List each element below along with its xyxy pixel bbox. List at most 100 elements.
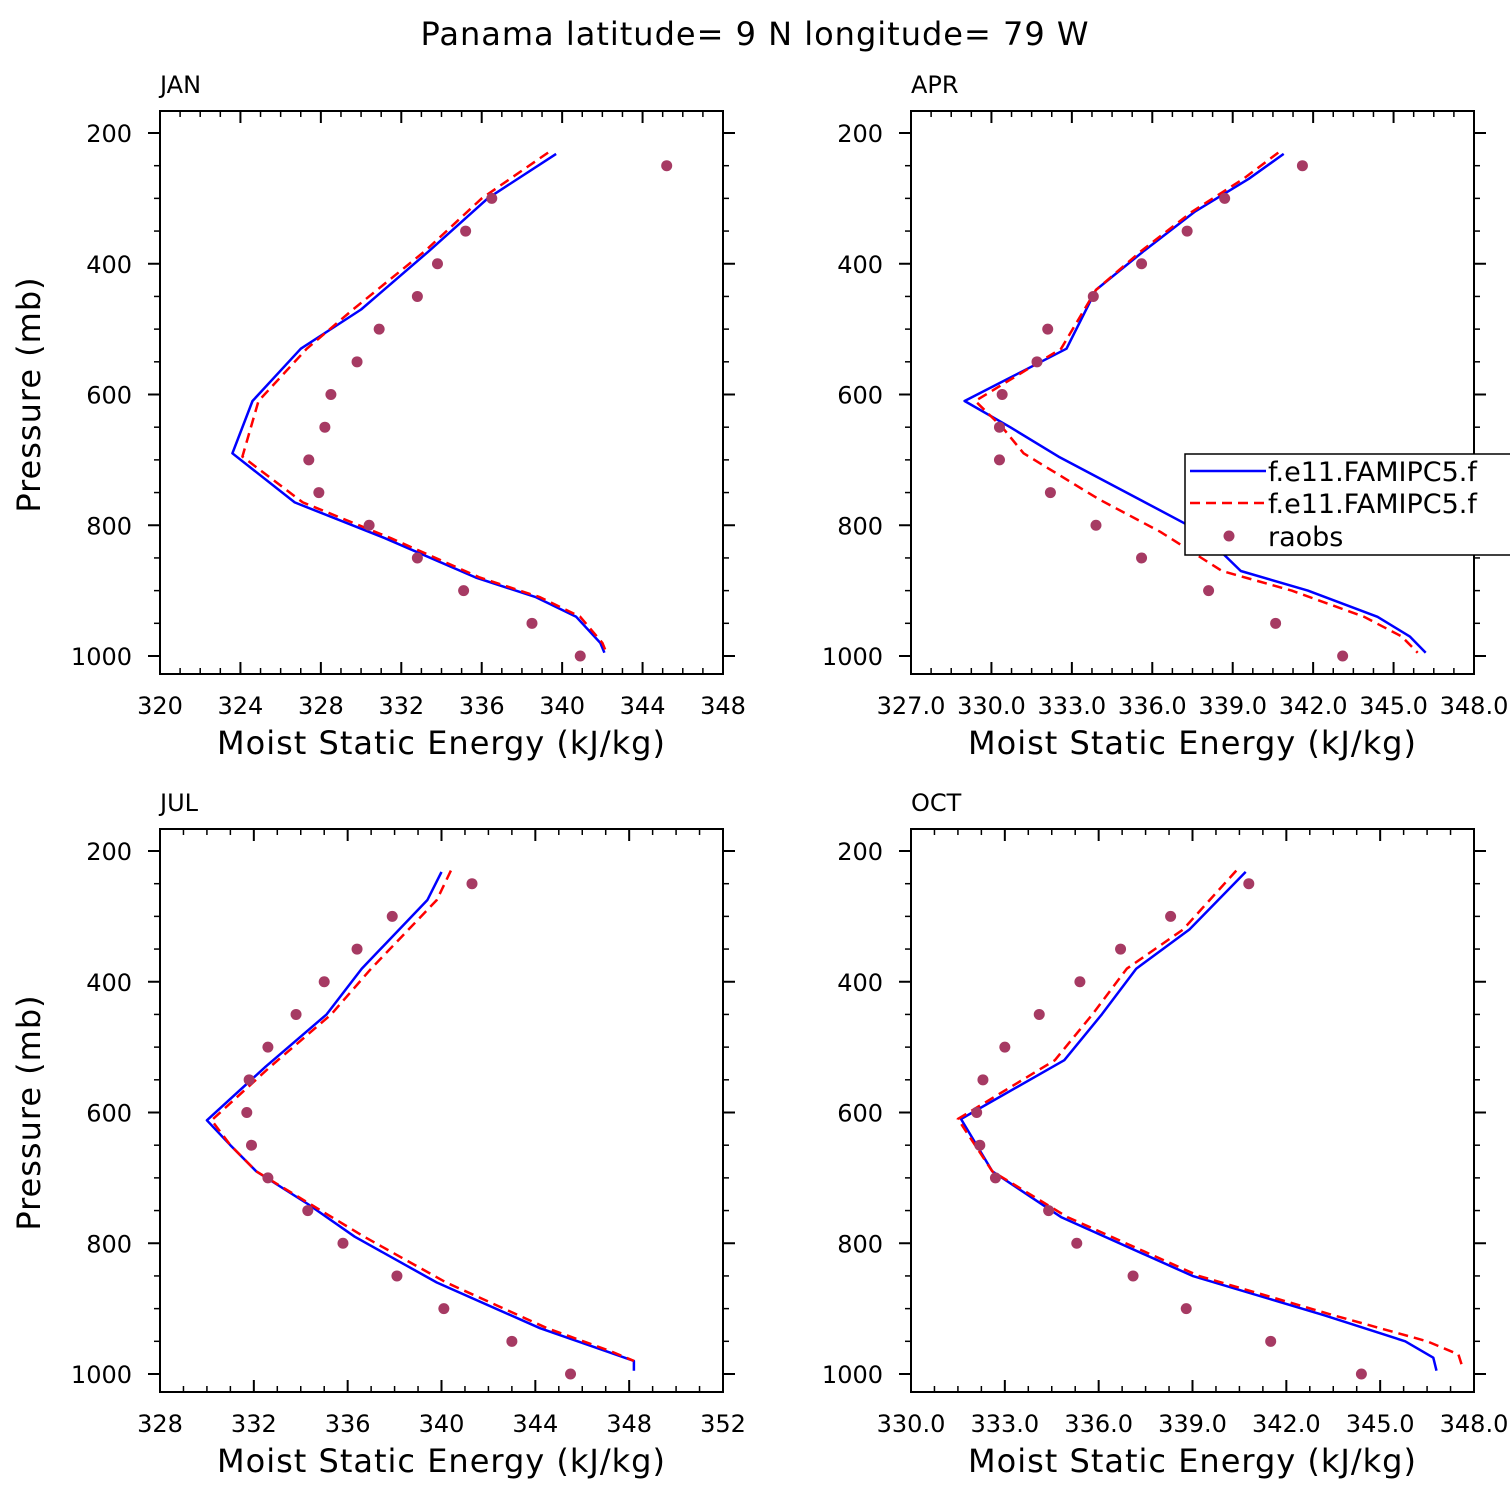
jan-xtick-label: 340: [539, 692, 585, 720]
jan-ytick-label: 1000: [71, 643, 132, 671]
oct-raobs-point: [1127, 1270, 1139, 1282]
oct-ytick-label: 200: [837, 838, 883, 866]
apr-raobs-point: [1203, 585, 1215, 597]
jul-xtick-label: 328: [137, 1410, 183, 1438]
jul-xtick-label: 332: [231, 1410, 277, 1438]
jan-raobs-point: [431, 258, 443, 270]
jul-raobs-point: [506, 1335, 518, 1347]
apr-raobs-point: [1044, 487, 1056, 499]
oct-xtick-label: 348.0: [1440, 1410, 1509, 1438]
apr-ytick-label: 200: [837, 120, 883, 148]
apr-month-label: APR: [911, 71, 959, 99]
jan-raobs-point: [313, 487, 325, 499]
apr-raobs-point: [996, 389, 1008, 400]
jan-raobs-point: [411, 290, 423, 302]
jul-raobs-point: [466, 878, 478, 890]
jan-y-axis-label: Pressure (mb): [10, 276, 48, 512]
legend-label-raobs: raobs: [1268, 522, 1343, 553]
jul-ytick-label: 200: [86, 838, 132, 866]
oct-raobs-point: [1243, 878, 1255, 890]
oct-x-axis-label: Moist Static Energy (kJ/kg): [968, 1442, 1417, 1480]
jan-raobs-point: [458, 585, 470, 597]
jul-raobs-point: [262, 1172, 274, 1184]
jul-raobs-point: [245, 1139, 257, 1151]
jan-ytick-label: 600: [86, 382, 132, 410]
jul-raobs-point: [318, 976, 330, 988]
jan-ytick-label: 800: [86, 512, 132, 540]
apr-ytick-label: 800: [837, 512, 883, 540]
apr-raobs-point: [993, 454, 1005, 466]
jul-ytick-label: 800: [86, 1230, 132, 1258]
panel-oct: OCT 330.0 333.0 336.0 339.0 342.0 345.0 348.0 20…: [822, 789, 1508, 1480]
jan-xtick-label: 320: [137, 692, 183, 720]
apr-raobs-point: [1270, 617, 1282, 629]
apr-raobs-point: [1042, 323, 1054, 335]
jan-raobs-point: [460, 225, 472, 237]
apr-x-axis-label: Moist Static Energy (kJ/kg): [968, 724, 1417, 762]
apr-raobs-point: [1181, 225, 1193, 237]
oct-xtick-label: 330.0: [877, 1410, 946, 1438]
apr-raobs-point: [1031, 356, 1043, 368]
jul-ytick-label: 400: [86, 969, 132, 997]
apr-xtick-label: 333.0: [1037, 692, 1106, 720]
jan-raobs-point: [486, 192, 498, 204]
jul-raobs-point: [351, 943, 363, 955]
oct-plot-frame: [910, 828, 1475, 1393]
jul-raobs-point: [391, 1270, 403, 1282]
jul-xtick-label: 340: [419, 1410, 465, 1438]
jul-raobs-point: [262, 1041, 274, 1053]
apr-xtick-label: 339.0: [1198, 692, 1267, 720]
jan-month-label: JAN: [158, 71, 201, 99]
oct-raobs-point: [1165, 910, 1177, 922]
jan-raobs-point: [363, 519, 375, 531]
oct-xtick-label: 339.0: [1158, 1410, 1227, 1438]
oct-raobs-point: [1043, 1205, 1055, 1217]
jul-ytick-label: 1000: [71, 1361, 132, 1389]
legend-label-dashed: f.e11.FAMIPC5.f: [1268, 489, 1478, 520]
apr-raobs-point: [1087, 290, 1099, 302]
panel-jan: JAN 320 324 328 332 336 340 344 348 200 400 600 800 1…: [10, 71, 746, 762]
jul-xtick-label: 348: [606, 1410, 652, 1438]
oct-raobs-point: [1071, 1237, 1083, 1249]
jan-xtick-label: 332: [378, 692, 424, 720]
jul-raobs-point: [337, 1237, 349, 1249]
oct-xtick-label: 336.0: [1064, 1410, 1133, 1438]
jan-raobs-point: [373, 323, 385, 335]
jan-xtick-label: 344: [620, 692, 666, 720]
jan-ytick-label: 400: [86, 251, 132, 279]
jul-raobs-point: [241, 1107, 253, 1118]
apr-raobs-point: [993, 421, 1005, 433]
panel-jul: JUL 328 332 336 340 344 348 352 200 400 600 800 1000…: [10, 789, 746, 1480]
jan-x-axis-label: Moist Static Energy (kJ/kg): [217, 724, 666, 762]
oct-xtick-label: 345.0: [1346, 1410, 1415, 1438]
jan-xtick-label: 336: [459, 692, 505, 720]
jan-plot-frame: [159, 110, 724, 675]
jan-raobs-point: [351, 356, 363, 368]
apr-ytick-label: 600: [837, 382, 883, 410]
jan-series-solid-line: [231, 152, 606, 654]
apr-raobs-point: [1337, 650, 1349, 662]
oct-ytick-label: 800: [837, 1230, 883, 1258]
jul-ytick-label: 600: [86, 1100, 132, 1128]
apr-plot-frame: [910, 110, 1475, 675]
jul-xtick-label: 336: [325, 1410, 371, 1438]
main-title: Panama latitude= 9 N longitude= 79 W: [421, 15, 1090, 53]
oct-series-dashed-line: [956, 869, 1463, 1365]
jan-raobs-point: [303, 454, 315, 466]
jan-xtick-label: 324: [218, 692, 264, 720]
jul-raobs-point: [302, 1205, 314, 1217]
apr-raobs-point: [1090, 519, 1102, 531]
apr-xtick-label: 345.0: [1359, 692, 1428, 720]
apr-xtick-label: 336.0: [1118, 692, 1187, 720]
jan-raobs-point: [325, 389, 337, 400]
oct-raobs-point: [1074, 976, 1086, 988]
oct-xtick-label: 333.0: [970, 1410, 1039, 1438]
jul-y-axis-label: Pressure (mb): [10, 994, 48, 1230]
jan-raobs-point: [574, 650, 586, 662]
jan-raobs-point: [411, 552, 423, 564]
apr-ytick-label: 1000: [822, 643, 883, 671]
oct-raobs-point: [971, 1107, 983, 1118]
apr-xtick-label: 342.0: [1279, 692, 1348, 720]
oct-raobs-point: [977, 1074, 989, 1086]
